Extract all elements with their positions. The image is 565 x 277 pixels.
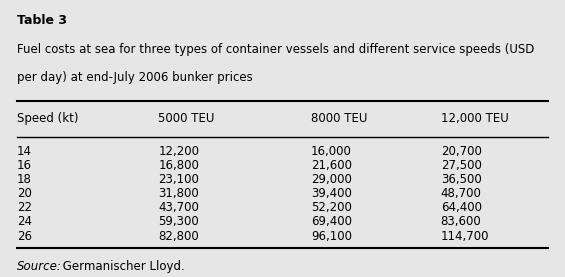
- Text: Source:: Source:: [17, 260, 62, 273]
- Text: 18: 18: [17, 173, 32, 186]
- Text: 96,100: 96,100: [311, 230, 352, 243]
- Text: 83,600: 83,600: [441, 216, 481, 229]
- Text: 26: 26: [17, 230, 32, 243]
- Text: 5000 TEU: 5000 TEU: [158, 112, 215, 125]
- Text: 21,600: 21,600: [311, 159, 352, 172]
- Text: 48,700: 48,700: [441, 187, 481, 200]
- Text: 12,200: 12,200: [158, 145, 199, 158]
- Text: 14: 14: [17, 145, 32, 158]
- Text: 23,100: 23,100: [158, 173, 199, 186]
- Text: 8000 TEU: 8000 TEU: [311, 112, 367, 125]
- Text: 12,000 TEU: 12,000 TEU: [441, 112, 508, 125]
- Text: 29,000: 29,000: [311, 173, 351, 186]
- Text: 24: 24: [17, 216, 32, 229]
- Text: 16,000: 16,000: [311, 145, 351, 158]
- Text: 31,800: 31,800: [158, 187, 199, 200]
- Text: 22: 22: [17, 201, 32, 214]
- Text: 39,400: 39,400: [311, 187, 351, 200]
- Text: Fuel costs at sea for three types of container vessels and different service spe: Fuel costs at sea for three types of con…: [17, 43, 534, 56]
- Text: Table 3: Table 3: [17, 14, 67, 27]
- Text: 20: 20: [17, 187, 32, 200]
- Text: 64,400: 64,400: [441, 201, 482, 214]
- Text: 59,300: 59,300: [158, 216, 199, 229]
- Text: 27,500: 27,500: [441, 159, 481, 172]
- Text: 82,800: 82,800: [158, 230, 199, 243]
- Text: 36,500: 36,500: [441, 173, 481, 186]
- Text: 16,800: 16,800: [158, 159, 199, 172]
- Text: 69,400: 69,400: [311, 216, 352, 229]
- Text: 52,200: 52,200: [311, 201, 351, 214]
- Text: 16: 16: [17, 159, 32, 172]
- Text: Germanischer Lloyd.: Germanischer Lloyd.: [59, 260, 185, 273]
- Text: 114,700: 114,700: [441, 230, 489, 243]
- Text: per day) at end-July 2006 bunker prices: per day) at end-July 2006 bunker prices: [17, 71, 253, 84]
- Text: 20,700: 20,700: [441, 145, 481, 158]
- Text: Speed (kt): Speed (kt): [17, 112, 79, 125]
- Text: 43,700: 43,700: [158, 201, 199, 214]
